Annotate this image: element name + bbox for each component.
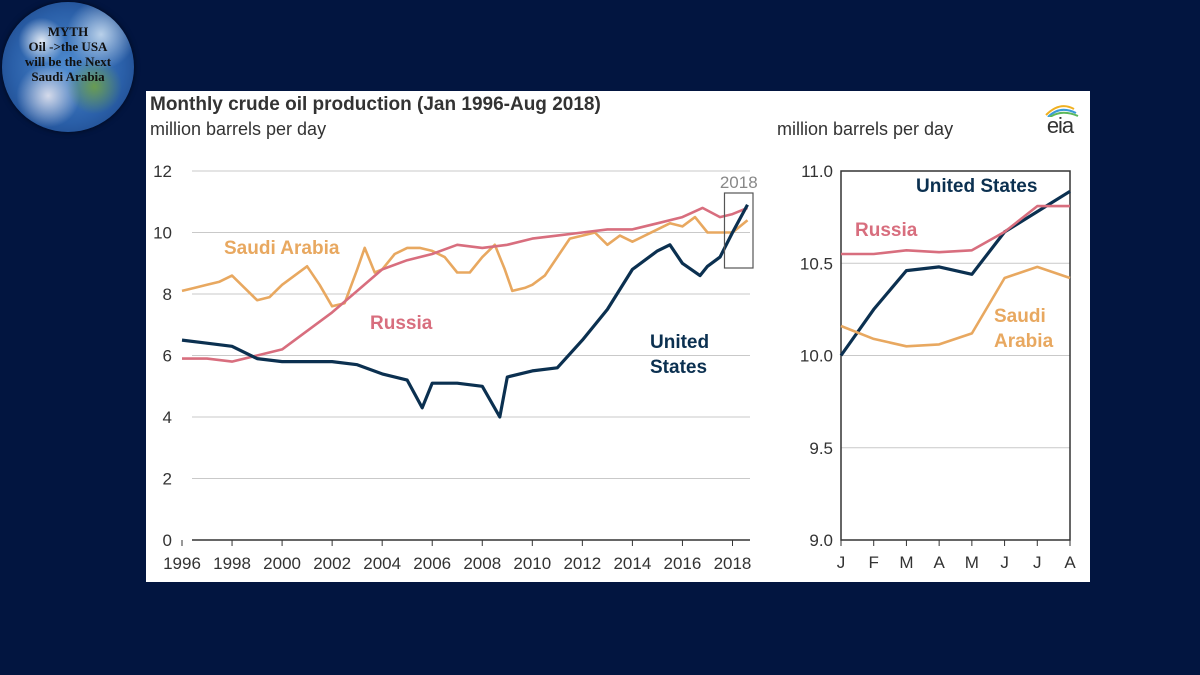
main-x-tick-label: 2004 xyxy=(363,554,401,573)
main-x-tick-label: 2012 xyxy=(563,554,601,573)
eia-logo: eia xyxy=(1038,99,1082,139)
right-y-axis-unit: million barrels per day xyxy=(777,119,954,139)
inset-series-line xyxy=(841,204,1070,256)
main-x-tick-label: 2014 xyxy=(613,554,651,573)
inset-series-label-line: Russia xyxy=(855,220,918,241)
inset-x-tick-label: J xyxy=(837,553,846,572)
inset-x-tick-label: J xyxy=(1033,553,1042,572)
inset-x-tick-label: M xyxy=(899,553,913,572)
inset-x-tick-label: M xyxy=(965,553,979,572)
main-series-label: Russia xyxy=(370,313,433,334)
main-series-label: United States xyxy=(650,332,709,378)
main-x-tick-label: 2000 xyxy=(263,554,301,573)
main-y-tick-label: 12 xyxy=(153,162,172,181)
highlight-2018-box xyxy=(723,192,754,269)
inset-series-label: Saudi Arabia xyxy=(994,306,1054,352)
inset-x-tick-label: A xyxy=(933,553,945,572)
myth-globe-badge: MYTH Oil ->the USA will be the Next Saud… xyxy=(2,2,134,132)
main-x-tick-label: 2002 xyxy=(313,554,351,573)
main-x-tick-label: 2018 xyxy=(714,554,752,573)
main-x-tick-label: 2010 xyxy=(513,554,551,573)
main-series-label: Saudi Arabia xyxy=(224,238,340,259)
myth-badge-text: MYTH Oil ->the USA will be the Next Saud… xyxy=(24,24,112,84)
inset-series-line xyxy=(840,265,1071,348)
main-series-line xyxy=(181,204,749,419)
inset-x-tick-label: F xyxy=(869,553,879,572)
main-series-label-line: Saudi Arabia xyxy=(224,238,340,259)
inset-series-label-line: Saudi xyxy=(994,306,1046,327)
main-series-line xyxy=(182,206,748,363)
main-series-label-line: States xyxy=(650,357,707,378)
chart-panel: 0 2 4 6 8 10 12 1996 1998 2000 2002 2004 2006 2008 201… xyxy=(146,91,1090,582)
left-y-axis-unit: million barrels per day xyxy=(150,119,327,139)
main-x-tick-label: 1996 xyxy=(163,554,201,573)
main-series-label-line: Russia xyxy=(370,313,433,334)
inset-series-label: United States xyxy=(916,176,1037,197)
inset-x-tick-label: A xyxy=(1064,553,1076,572)
inset-y-tick-label: 9.5 xyxy=(809,439,833,458)
main-y-tick-label: 6 xyxy=(163,347,172,366)
chart-title: Monthly crude oil production (Jan 1996-A… xyxy=(150,94,601,115)
eia-logo-arcs-icon xyxy=(1045,105,1079,118)
inset-y-tick-label: 10.0 xyxy=(800,347,833,366)
inset-series-label-line: Arabia xyxy=(994,331,1054,352)
main-y-tick-label: 2 xyxy=(163,470,172,489)
inset-series-label: Russia xyxy=(855,220,918,241)
inset-y-tick-label: 10.5 xyxy=(800,254,833,273)
main-x-tick-label: 2006 xyxy=(413,554,451,573)
inset-x-tick-label: J xyxy=(1000,553,1009,572)
inset-y-tick-label: 11.0 xyxy=(801,162,833,181)
main-y-tick-label: 10 xyxy=(153,224,172,243)
eia-logo-text: eia xyxy=(1046,113,1074,138)
inset-y-tick-label: 9.0 xyxy=(809,531,833,550)
main-series-line xyxy=(181,215,749,308)
main-x-tick-label: 1998 xyxy=(213,554,251,573)
main-x-tick-label: 2016 xyxy=(664,554,702,573)
main-series-label-line: United xyxy=(650,332,709,353)
inset-series-label-line: United States xyxy=(916,176,1037,197)
highlight-2018-label: 2018 xyxy=(720,173,758,192)
chart-canvas: 0 2 4 6 8 10 12 1996 1998 2000 2002 2004 2006 2008 201… xyxy=(153,162,1076,573)
inset-series-line xyxy=(839,189,1071,357)
main-x-tick-label: 2008 xyxy=(463,554,501,573)
main-y-tick-label: 0 xyxy=(163,531,172,550)
main-y-tick-label: 4 xyxy=(163,408,172,427)
main-y-tick-label: 8 xyxy=(163,285,172,304)
